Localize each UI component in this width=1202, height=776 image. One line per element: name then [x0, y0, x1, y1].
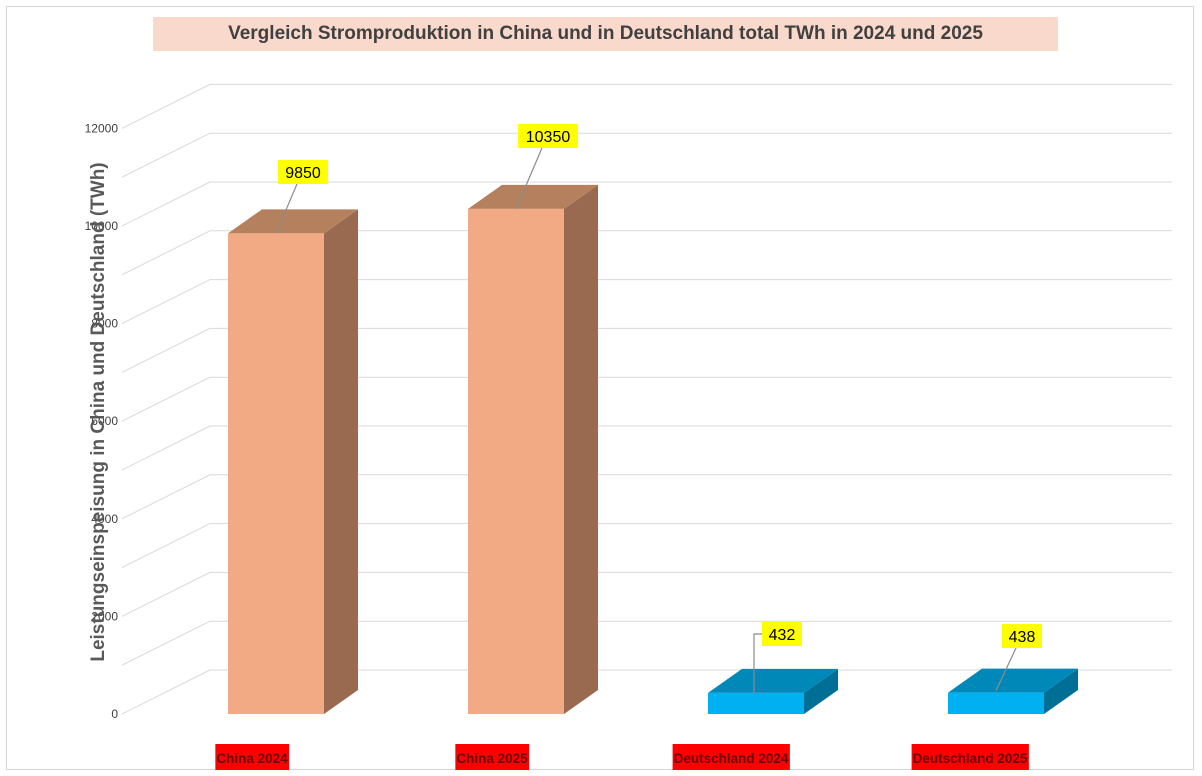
- gridline: [121, 230, 1172, 276]
- data-label-text: 9850: [285, 165, 321, 182]
- leader-line: [515, 147, 543, 210]
- data-label: 9850: [275, 160, 328, 234]
- bar-top: [228, 209, 358, 234]
- category-label-text: China 2024: [216, 751, 288, 766]
- y-tick-label: 12000: [85, 121, 119, 135]
- bar-front: [948, 692, 1044, 714]
- y-tick-label: 0: [111, 707, 118, 721]
- gridline: [121, 523, 1172, 569]
- gridline: [121, 425, 1172, 471]
- chart-title: Vergleich Stromproduktion in China und i…: [153, 17, 1058, 51]
- y-tick-label: 2000: [91, 609, 118, 623]
- gridline: [121, 376, 1172, 422]
- data-label-box: [518, 124, 578, 148]
- category-label-text: Deutschland 2024: [674, 751, 789, 766]
- gridlines: [121, 83, 1172, 715]
- bar-side: [564, 184, 598, 715]
- data-label-box: [762, 622, 802, 646]
- bar: [708, 668, 838, 714]
- category-label-text: Deutschland 2025: [913, 751, 1028, 766]
- data-labels: 9850 10350 432 438: [275, 124, 1042, 693]
- category-label-box: [911, 744, 1029, 770]
- data-label: 432: [753, 622, 802, 693]
- gridline: [121, 327, 1172, 373]
- data-label-text: 432: [769, 627, 796, 644]
- bar-top: [708, 668, 838, 693]
- bar: [948, 668, 1078, 714]
- y-tick-label: 8000: [91, 317, 118, 331]
- bar: [228, 209, 358, 714]
- data-label: 10350: [515, 124, 578, 210]
- leader-line: [753, 633, 762, 693]
- category-label: Deutschland 2024: [672, 744, 790, 770]
- category-label-text: China 2025: [456, 751, 528, 766]
- data-label-text: 10350: [526, 129, 571, 146]
- gridline: [121, 571, 1172, 617]
- y-axis-ticks: 0 2000 4000 6000 8000 10000 12000: [85, 121, 119, 721]
- category-label: China 2024: [215, 744, 290, 770]
- y-tick-label: 4000: [91, 512, 118, 526]
- bar-side: [804, 668, 838, 714]
- y-tick-label: 10000: [85, 219, 119, 233]
- gridline: [121, 474, 1172, 520]
- bar-side: [324, 209, 358, 714]
- y-axis-title: Leistungseinspeisung in China und Deutsc…: [88, 162, 109, 661]
- bar-front: [228, 233, 324, 714]
- bar-side: [1044, 668, 1078, 714]
- leader-line: [995, 647, 1017, 691]
- bar-top: [948, 668, 1078, 693]
- data-label-text: 438: [1009, 629, 1036, 646]
- leader-line: [275, 183, 298, 234]
- data-label-box: [1002, 624, 1042, 648]
- category-label-box: [672, 744, 790, 770]
- bar: [468, 184, 598, 715]
- bars: [228, 184, 1078, 715]
- category-label-box: [455, 744, 530, 770]
- gridline: [121, 132, 1172, 178]
- bar-front: [708, 692, 804, 714]
- category-label: China 2025: [455, 744, 530, 770]
- data-label: 438: [995, 624, 1042, 691]
- category-label-box: [215, 744, 290, 770]
- y-tick-label: 6000: [91, 414, 118, 428]
- gridline: [121, 620, 1172, 666]
- gridline: [121, 279, 1172, 325]
- data-label-box: [278, 160, 328, 184]
- bar-top: [468, 184, 598, 209]
- category-label: Deutschland 2025: [911, 744, 1029, 770]
- gridline: [121, 83, 1172, 129]
- gridline: [121, 669, 1172, 715]
- gridline: [121, 181, 1172, 227]
- bar-front: [468, 208, 564, 715]
- category-labels: China 2024 China 2025 Deutschland 2024 Deut…: [215, 744, 1029, 770]
